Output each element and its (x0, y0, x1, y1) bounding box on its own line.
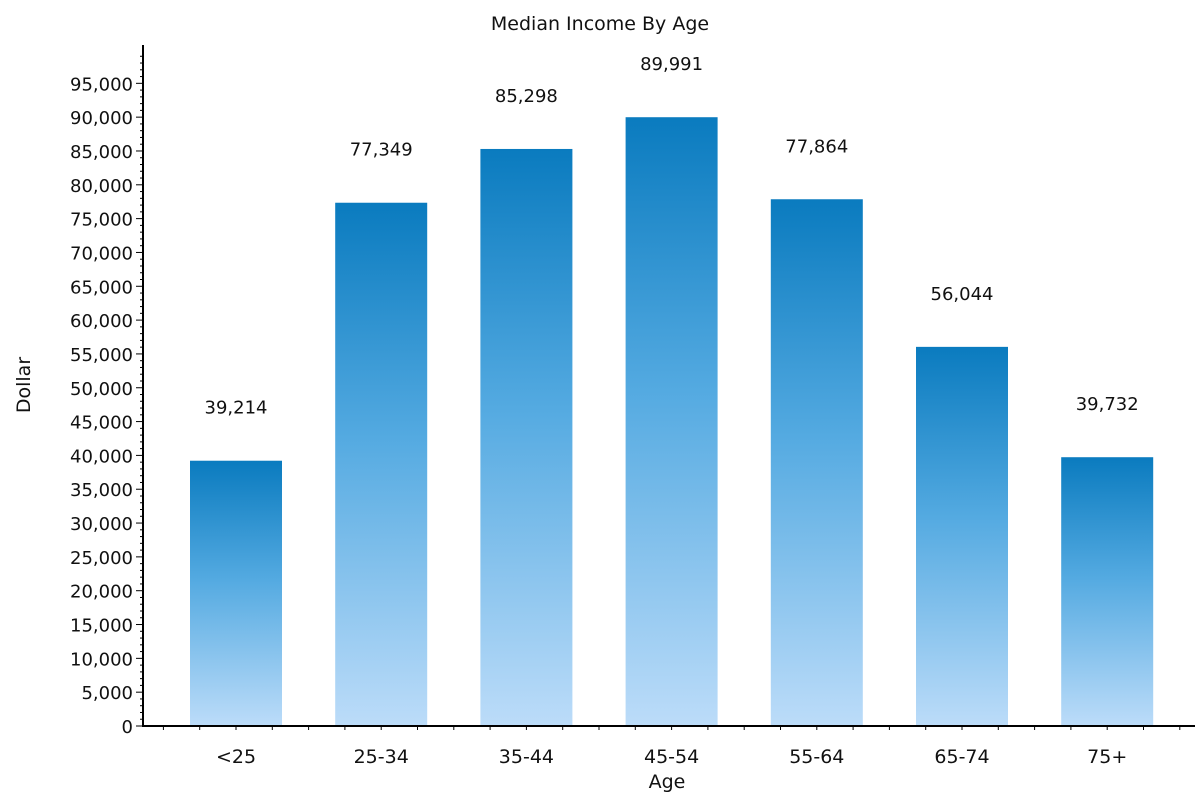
y-tick-label: 95,000 (70, 74, 133, 95)
y-tick-label: 55,000 (70, 345, 133, 366)
bar-value-label: 77,349 (350, 140, 413, 161)
y-tick-label: 90,000 (70, 108, 133, 129)
x-axis-label: Age (649, 771, 686, 793)
y-tick-label: 60,000 (70, 311, 133, 332)
bar (190, 460, 282, 726)
bars-group (190, 117, 1154, 727)
y-tick-label: 85,000 (70, 142, 133, 163)
x-tick-label: <25 (216, 746, 256, 768)
x-tick-label: 25-34 (354, 746, 409, 768)
y-tick-label: 0 (122, 717, 133, 738)
y-tick-label: 25,000 (70, 548, 133, 569)
y-tick-label: 70,000 (70, 243, 133, 264)
y-tick-label: 65,000 (70, 277, 133, 298)
bar (1061, 457, 1154, 726)
y-tick-label: 35,000 (70, 480, 133, 501)
y-axis-ticks: 0 5,000 10,000 15,000 20,000 25,000 30,000 35,0… (70, 55, 143, 738)
bar (625, 117, 718, 727)
bar-value-label: 56,044 (931, 284, 994, 305)
bar-value-label: 85,298 (495, 86, 558, 107)
x-axis-ticks: <25 25-34 35-44 45-54 55-64 65-74 75+ (162, 726, 1181, 768)
bar-value-label: 39,214 (205, 398, 268, 419)
y-tick-label: 80,000 (70, 176, 133, 197)
y-tick-label: 40,000 (70, 446, 133, 467)
y-tick-label: 20,000 (70, 582, 133, 603)
y-tick-label: 15,000 (70, 616, 133, 637)
bar-value-label: 39,732 (1076, 394, 1139, 415)
bar (916, 346, 1008, 726)
y-tick-label: 50,000 (70, 379, 133, 400)
x-tick-label: 75+ (1087, 746, 1127, 768)
bar (770, 199, 863, 726)
bar (480, 148, 573, 726)
bar (335, 202, 428, 726)
value-labels-group: 39,214 77,349 85,298 89,991 77,864 56,044 39,7… (205, 54, 1139, 419)
x-tick-label: 55-64 (789, 746, 844, 768)
y-tick-label: 75,000 (70, 210, 133, 231)
y-axis-label: Dollar (13, 357, 35, 413)
chart-title: Median Income By Age (491, 13, 709, 35)
bar-value-label: 89,991 (640, 54, 703, 75)
y-tick-label: 5,000 (81, 683, 133, 704)
x-tick-label: 35-44 (499, 746, 554, 768)
y-tick-label: 45,000 (70, 413, 133, 434)
y-tick-label: 10,000 (70, 649, 133, 670)
bar-value-label: 77,864 (785, 136, 848, 157)
x-tick-label: 45-54 (644, 746, 699, 768)
x-tick-label: 65-74 (934, 746, 989, 768)
y-tick-label: 30,000 (70, 514, 133, 535)
